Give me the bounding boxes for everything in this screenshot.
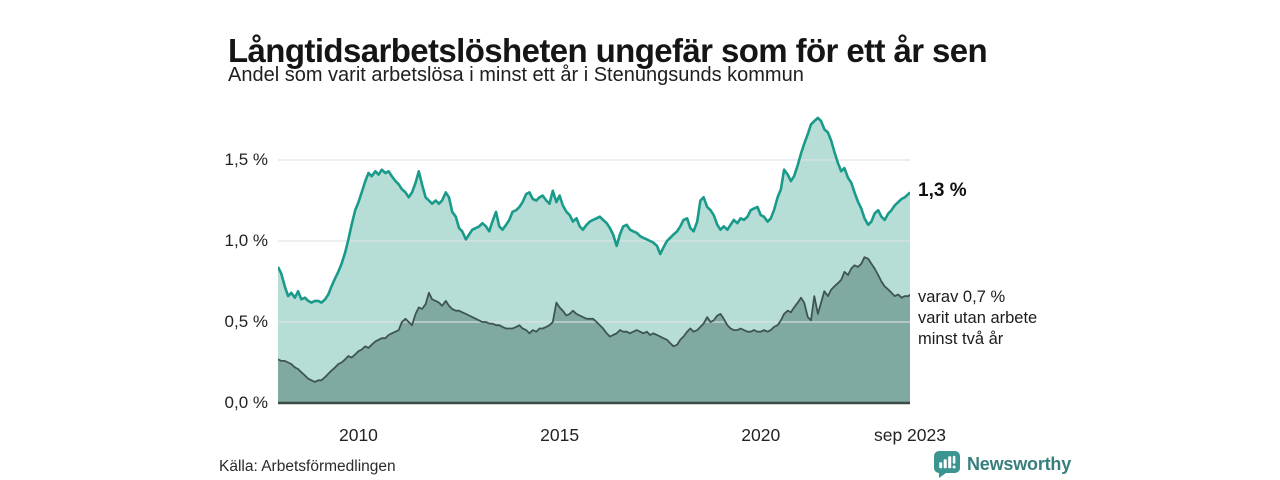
end-value-label: 1,3 % bbox=[918, 180, 967, 201]
series2-annotation-line3: minst två år bbox=[918, 330, 1004, 348]
x-axis-label: 2020 bbox=[741, 425, 781, 445]
series2-annotation: varav 0,7 % varit utan arbete minst två … bbox=[918, 287, 1037, 350]
source-note: Källa: Arbetsförmedlingen bbox=[219, 458, 396, 475]
newsworthy-logo: Newsworthy bbox=[934, 450, 1071, 478]
series-2yr-line bbox=[278, 256, 910, 383]
series2-annotation-line1: varav 0,7 % bbox=[918, 288, 1006, 306]
newsworthy-icon bbox=[934, 450, 960, 478]
y-axis-label: 1,5 % bbox=[224, 150, 268, 169]
series-1yr-line bbox=[278, 116, 910, 304]
y-axis-label: 1,0 % bbox=[224, 231, 268, 250]
newsworthy-wordmark: Newsworthy bbox=[967, 453, 1072, 474]
x-axis-label: 2015 bbox=[540, 425, 580, 445]
x-axis-label: sep 2023 bbox=[873, 425, 946, 445]
series-2yr-area bbox=[278, 257, 910, 403]
chart-title: Långtidsarbetslösheten ungefär som för e… bbox=[228, 32, 988, 70]
x-axis-label: 2010 bbox=[338, 425, 378, 445]
chart-subtitle: Andel som varit arbetslösa i minst ett å… bbox=[228, 64, 804, 86]
y-axis-label: 0,5 % bbox=[224, 312, 268, 331]
plot-area bbox=[278, 116, 910, 405]
series2-annotation-line2: varit utan arbete bbox=[918, 309, 1038, 327]
y-axis-label: 0,0 % bbox=[224, 393, 268, 412]
